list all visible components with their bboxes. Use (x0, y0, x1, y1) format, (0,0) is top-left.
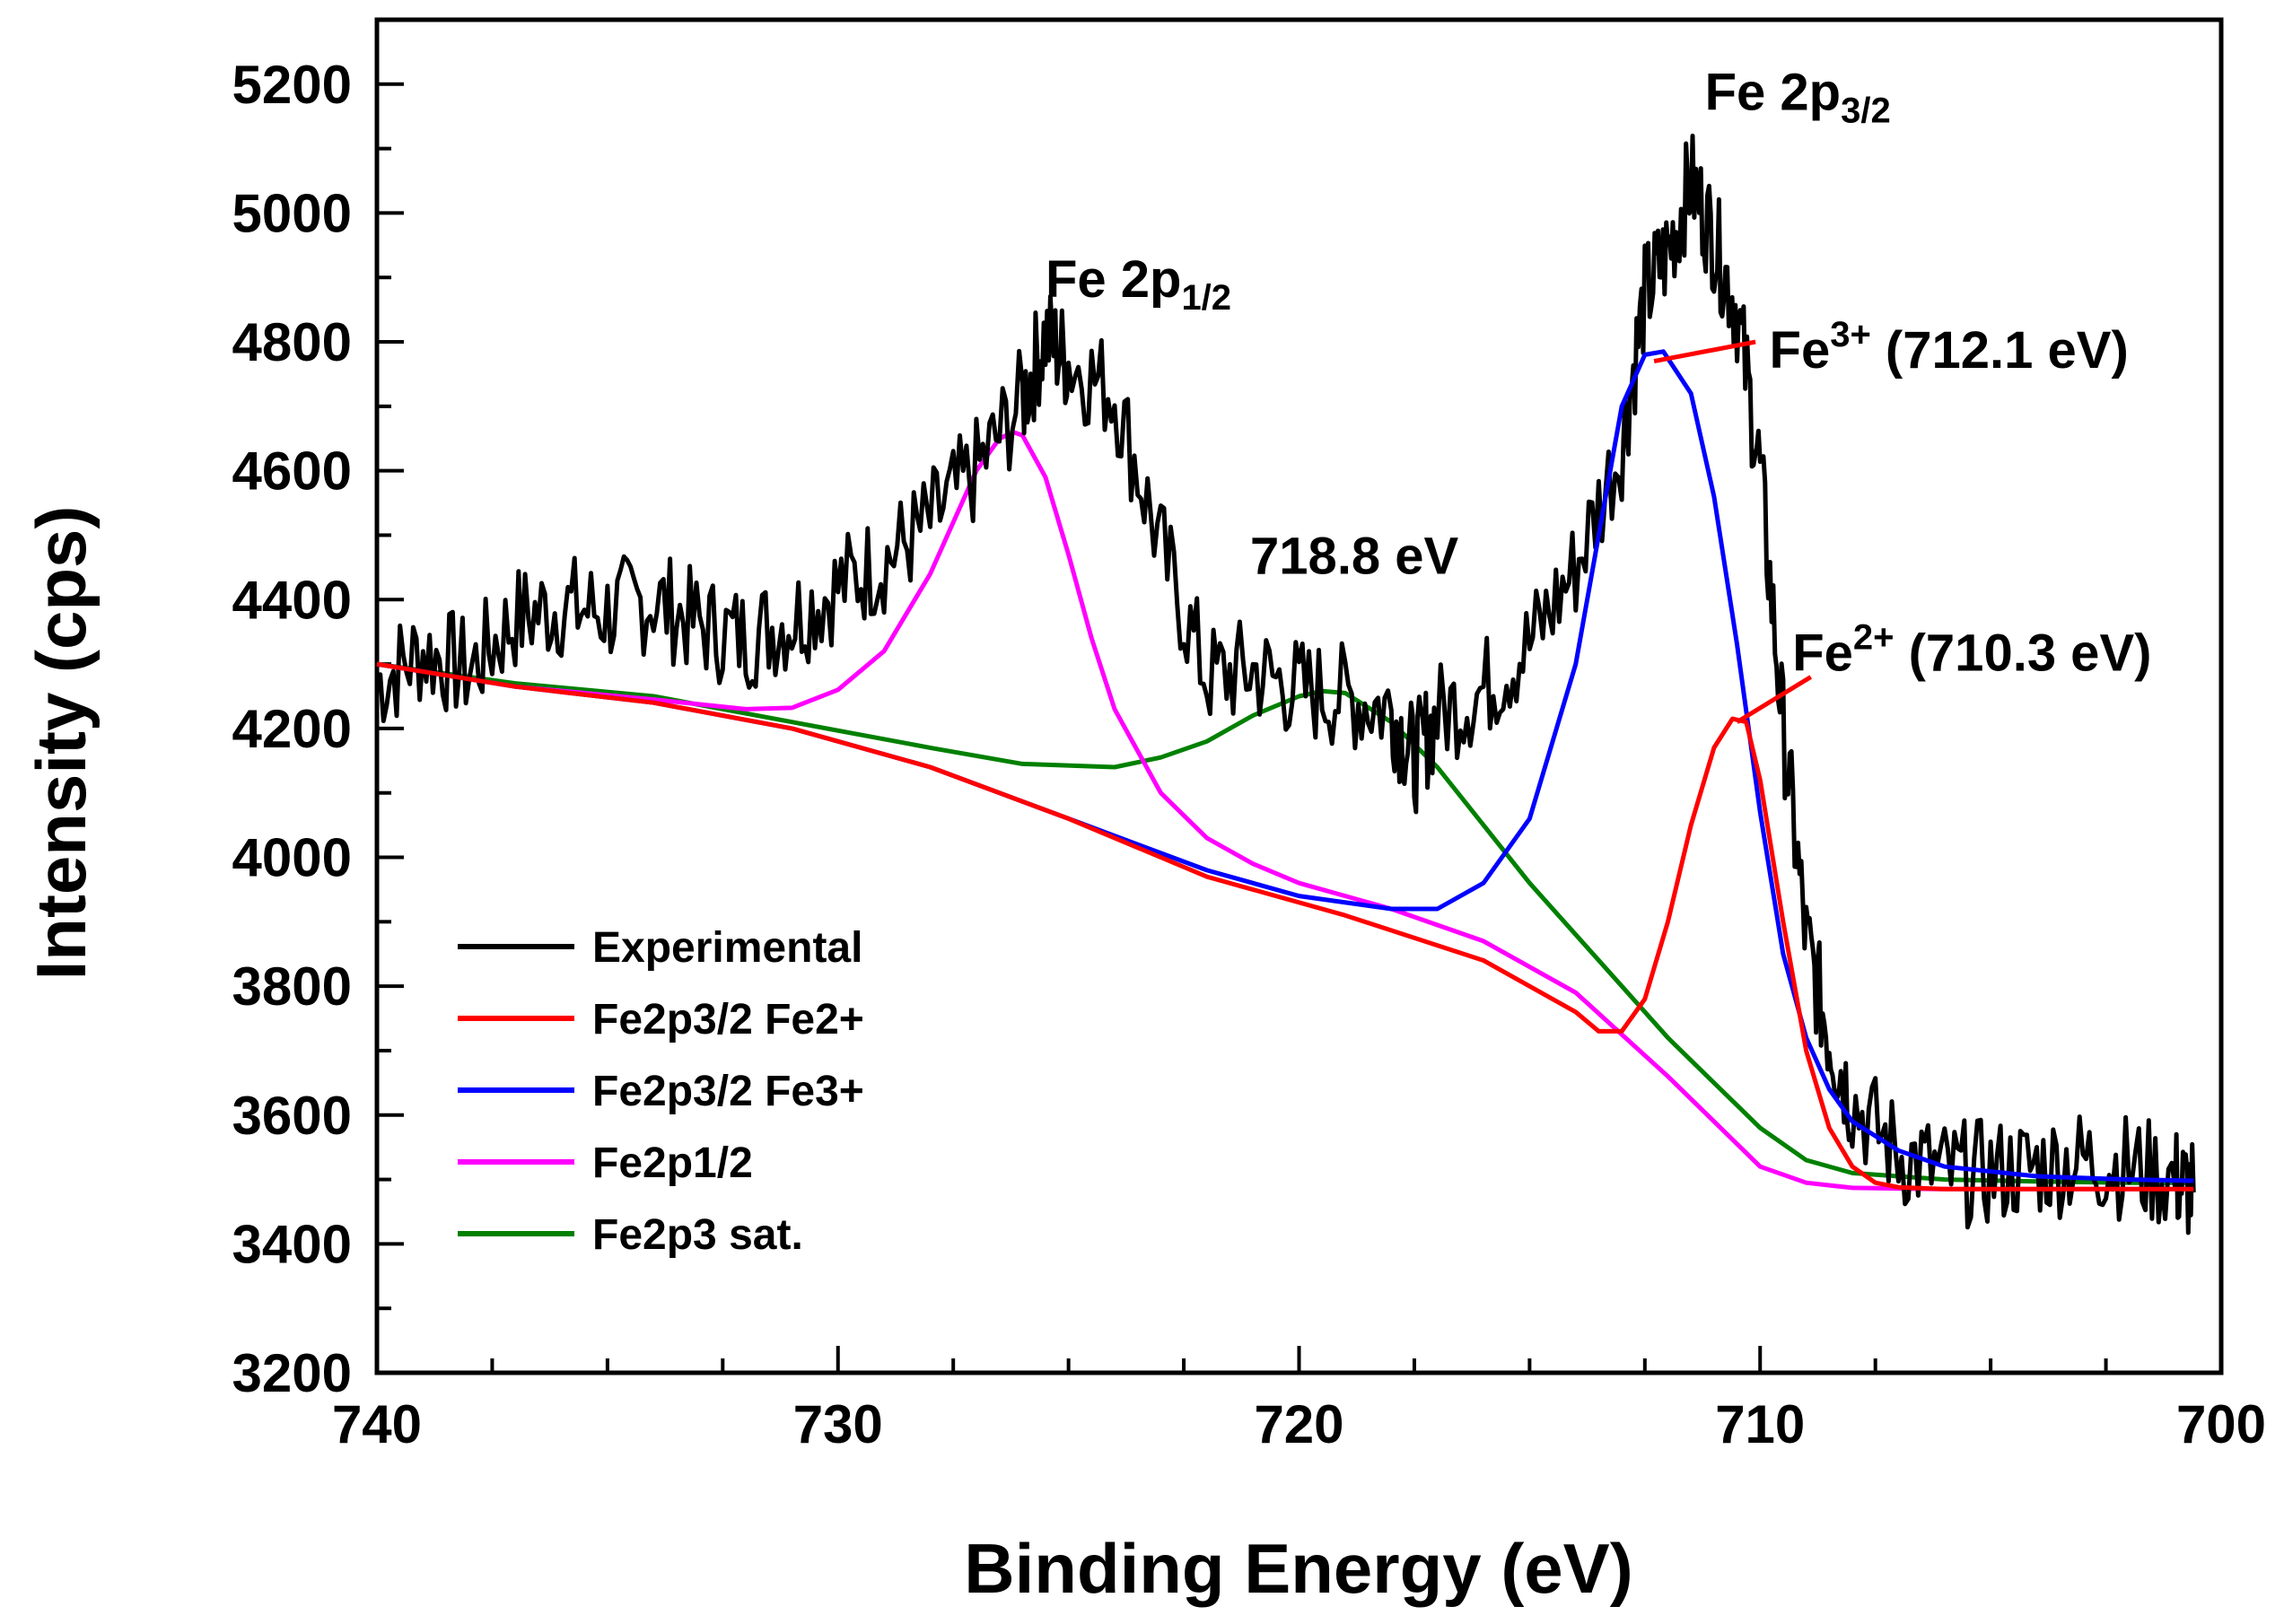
annotation-fe3-main: Fe (1770, 321, 1831, 380)
y-tick-label: 4000 (232, 828, 352, 888)
x-tick-label: 740 (332, 1394, 422, 1454)
x-tick-label: 730 (793, 1394, 883, 1454)
annotation-fe2p32-sub: 3/2 (1841, 92, 1891, 131)
series-layer (374, 133, 2196, 1235)
y-tick-label: 4800 (232, 312, 352, 372)
annotation-fe2p12-sub: 1/2 (1181, 278, 1231, 318)
y-tick-label: 3200 (232, 1343, 352, 1403)
x-tick-label: 720 (1254, 1394, 1343, 1454)
y-tick-label: 4400 (232, 570, 352, 630)
x-axis-ticks: 740 730 720 710 700 (332, 1346, 2266, 1454)
y-tick-label: 3800 (232, 956, 352, 1017)
annotation-fe3-value: (712.1 eV) (1871, 321, 2129, 380)
annotation-satellite: 718.8 eV (1250, 528, 1459, 586)
annotation-fe2p12: Fe 2p1/2 (1046, 250, 1231, 318)
legend-label: Fe2p1/2 (592, 1139, 753, 1187)
legend-label: Experimental (592, 924, 862, 972)
y-tick-label: 3600 (232, 1086, 352, 1146)
annotation-fe2-main: Fe (1792, 624, 1853, 682)
annotation-fe2p32: Fe 2p3/2 (1705, 64, 1891, 131)
series-line-fe2p1-2 (376, 430, 2194, 1192)
fe2-pointer-line (1736, 675, 1813, 724)
y-axis-ticks: 3200 3400 3600 3800 4000 4200 4400 4600 4800 5000… (232, 18, 404, 1403)
legend: Experimental Fe2p3/2 Fe2+ Fe2p3/2 Fe3+ Fe2p… (458, 924, 864, 1259)
y-tick-label: 4200 (232, 699, 352, 759)
annotation-fe2p12-main: Fe 2p (1046, 250, 1182, 309)
series-line-fe2p3-2-fe2- (376, 661, 2194, 1192)
y-tick-label: 3400 (232, 1214, 352, 1274)
y-tick-label: 4600 (232, 441, 352, 502)
x-tick-label: 710 (1715, 1394, 1805, 1454)
legend-label: Fe2p3 sat. (592, 1211, 803, 1259)
series-line-fe2p3-2-fe3- (376, 349, 2194, 1183)
x-axis-title: Binding Energy (eV) (964, 1529, 1632, 1608)
y-tick-label: 5200 (232, 55, 352, 115)
annotation-fe2-value: (710.3 eV) (1895, 624, 2152, 682)
annotation-fe2p32-main: Fe 2p (1705, 64, 1842, 122)
y-axis-title: Intensity (cps) (22, 506, 101, 981)
annotation-fe3: Fe3+ (712.1 eV) (1770, 315, 2129, 380)
fe3-pointer-line (1653, 339, 1756, 364)
annotation-fe2: Fe2+ (710.3 eV) (1792, 617, 2151, 682)
annotation-fe3-sup: 3+ (1830, 315, 1871, 354)
legend-label: Fe2p3/2 Fe3+ (592, 1068, 864, 1115)
y-tick-label: 5000 (232, 183, 352, 243)
legend-label: Fe2p3/2 Fe2+ (592, 996, 864, 1043)
annotation-fe2-sup: 2+ (1853, 617, 1895, 657)
series-line-experimental (374, 133, 2196, 1235)
x-tick-label: 700 (2176, 1394, 2266, 1454)
